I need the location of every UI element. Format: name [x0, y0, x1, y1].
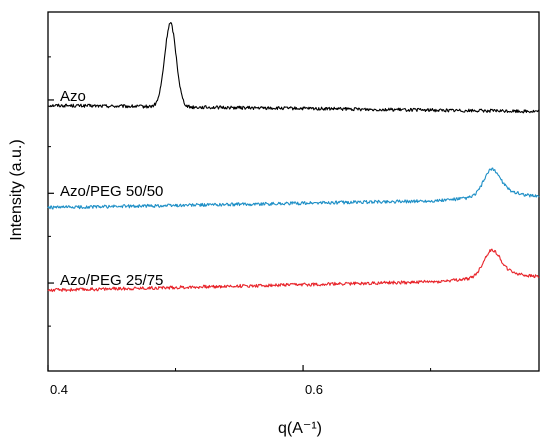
x-axis-ticks [47, 365, 432, 371]
series-layer [47, 21, 540, 293]
series-line-2 [47, 248, 540, 293]
series-label-azo: Azo [60, 88, 86, 105]
series-line-0 [47, 21, 540, 114]
y-axis-label: Intensity (a.u.) [8, 139, 25, 240]
series-label-azo-peg-25-75: Azo/PEG 25/75 [60, 272, 163, 289]
series-label-azo-peg-50-50: Azo/PEG 50/50 [60, 183, 163, 200]
plot-frame [47, 11, 540, 372]
y-axis-ticks [48, 56, 54, 327]
series-line-1 [47, 167, 540, 210]
x-tick-label-1: 0.6 [305, 382, 323, 397]
x-tick-label-0: 0.4 [50, 382, 68, 397]
x-axis-label: q(A⁻¹) [278, 420, 322, 437]
